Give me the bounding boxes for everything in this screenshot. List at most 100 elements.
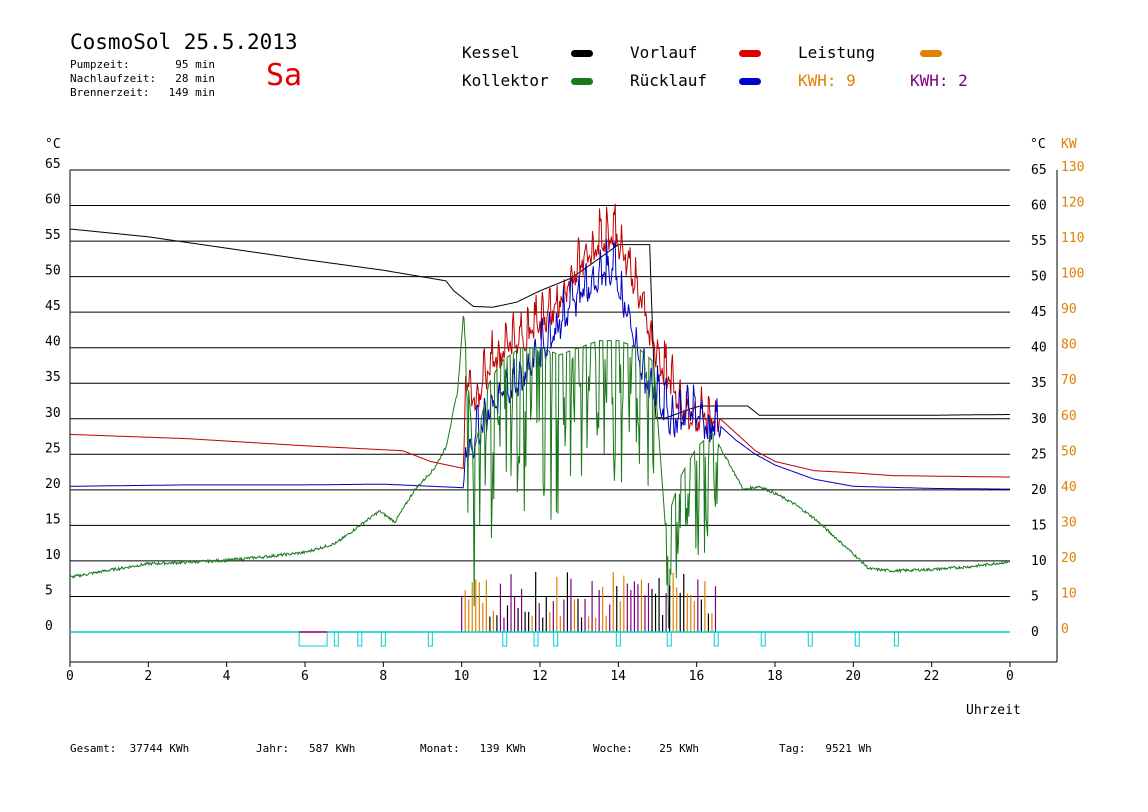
x-tick-label: 22 (924, 669, 940, 684)
stat-brennerzeit: Brennerzeit: 149 min (70, 86, 215, 99)
y-tick-label-kw: 80 (1061, 338, 1077, 353)
y-tick-label-right: 40 (1031, 341, 1047, 356)
x-tick-label: 16 (689, 669, 705, 684)
burner-block (298, 631, 328, 647)
pump-pulse (760, 631, 766, 647)
x-axis-label: Uhrzeit (966, 703, 1021, 718)
y-tick-label-left: 25 (45, 441, 61, 456)
y-tick-label-left: 45 (45, 299, 61, 314)
y-tick-label-kw: 130 (1061, 160, 1084, 175)
pump-pulse (713, 631, 719, 647)
legend-ruecklauf-swatch (739, 78, 761, 85)
x-tick-label: 6 (301, 669, 309, 684)
stat-value: 95 min (175, 58, 215, 71)
pump-pulse (502, 631, 508, 647)
y-tick-label-kw: 100 (1061, 267, 1084, 282)
y-axis-label-right: °C (1030, 137, 1046, 152)
footer-jahr: Jahr: 587 KWh (256, 742, 356, 755)
y-tick-label-left: 65 (45, 157, 61, 172)
pump-pulse (427, 631, 433, 647)
x-tick-label: 8 (379, 669, 387, 684)
x-tick-label: 10 (454, 669, 470, 684)
y-tick-label-right: 55 (1031, 234, 1047, 249)
legend-leistung: Leistung (798, 43, 876, 62)
legend-leistung-swatch (920, 50, 942, 57)
pump-pulse (553, 631, 559, 647)
y-axis-label-left: °C (45, 137, 61, 152)
y-tick-label-kw: 30 (1061, 515, 1077, 530)
y-tick-label-kw: 60 (1061, 409, 1077, 424)
series-vorlauf (70, 203, 1011, 478)
y-tick-label-right: 30 (1031, 412, 1047, 427)
stat-value: 149 min (168, 86, 215, 99)
y-tick-label-kw: 10 (1061, 586, 1077, 601)
x-tick-label: 12 (532, 669, 548, 684)
stat-label: Nachlaufzeit: (70, 72, 157, 85)
x-tick-label: 18 (767, 669, 783, 684)
x-tick-label: 14 (610, 669, 626, 684)
y-tick-label-left: 5 (45, 583, 53, 598)
y-tick-label-left: 55 (45, 228, 61, 243)
y-tick-label-kw: 120 (1061, 196, 1084, 211)
y-tick-label-left: 0 (45, 619, 53, 634)
y-axis-label-kw: KW (1061, 137, 1077, 152)
pump-pulse (807, 631, 813, 647)
y-tick-label-left: 15 (45, 512, 61, 527)
x-tick-label: 0 (1006, 669, 1014, 684)
x-tick-label: 2 (144, 669, 152, 684)
y-tick-label-left: 50 (45, 264, 61, 279)
pump-pulse (533, 631, 539, 647)
y-tick-label-kw: 20 (1061, 551, 1077, 566)
y-tick-label-left: 40 (45, 335, 61, 350)
y-tick-label-right: 35 (1031, 376, 1047, 391)
chart-title: CosmoSol 25.5.2013 (70, 30, 298, 54)
y-tick-label-left: 60 (45, 193, 61, 208)
stat-label: Brennerzeit: (70, 86, 150, 99)
y-tick-label-kw: 40 (1061, 480, 1077, 495)
pump-pulse (666, 631, 672, 647)
footer-woche: Woche: 25 KWh (593, 742, 699, 755)
y-tick-label-left: 35 (45, 370, 61, 385)
pump-pulse (854, 631, 860, 647)
stat-nachlaufzeit: Nachlaufzeit: 28 min (70, 72, 215, 85)
legend-vorlauf-swatch (739, 50, 761, 57)
legend-kessel: Kessel (462, 43, 520, 62)
y-tick-label-left: 10 (45, 548, 61, 563)
y-tick-label-kw: 70 (1061, 373, 1077, 388)
pump-pulse (893, 631, 899, 647)
y-tick-label-left: 20 (45, 477, 61, 492)
y-tick-label-kw: 110 (1061, 231, 1084, 246)
y-tick-label-kw: 0 (1061, 622, 1069, 637)
legend-kollektor: Kollektor (462, 71, 549, 90)
y-tick-label-right: 10 (1031, 554, 1047, 569)
y-tick-label-right: 60 (1031, 199, 1047, 214)
pump-pulse (615, 631, 621, 647)
series-kessel (69, 228, 1010, 419)
y-tick-label-right: 0 (1031, 625, 1039, 640)
legend-kwh-2: KWH: 2 (910, 71, 968, 90)
footer-monat: Monat: 139 KWh (420, 742, 526, 755)
legend-vorlauf: Vorlauf (630, 43, 698, 62)
weekday-label: Sa (266, 58, 303, 93)
stat-value: 28 min (175, 72, 215, 85)
y-tick-label-left: 30 (45, 406, 61, 421)
legend-ruecklauf: Rücklauf (630, 71, 708, 90)
y-tick-label-right: 45 (1031, 305, 1047, 320)
footer-gesamt: Gesamt: 37744 KWh (70, 742, 190, 755)
x-tick-label: 0 (66, 669, 74, 684)
y-tick-label-right: 5 (1031, 589, 1039, 604)
stat-pumpzeit: Pumpzeit: 95 min (70, 58, 215, 71)
series-kollektor (70, 315, 1011, 629)
footer-tag: Tag: 9521 Wh (779, 742, 872, 755)
x-tick-label: 4 (223, 669, 231, 684)
y-tick-label-right: 15 (1031, 518, 1047, 533)
legend-kwh-1: KWH: 9 (798, 71, 856, 90)
legend-kollektor-swatch (571, 78, 593, 85)
y-tick-label-right: 25 (1031, 447, 1047, 462)
y-tick-label-right: 20 (1031, 483, 1047, 498)
y-tick-label-kw: 50 (1061, 444, 1077, 459)
y-tick-label-right: 65 (1031, 163, 1047, 178)
legend-kessel-swatch (571, 50, 593, 57)
y-tick-label-right: 50 (1031, 270, 1047, 285)
